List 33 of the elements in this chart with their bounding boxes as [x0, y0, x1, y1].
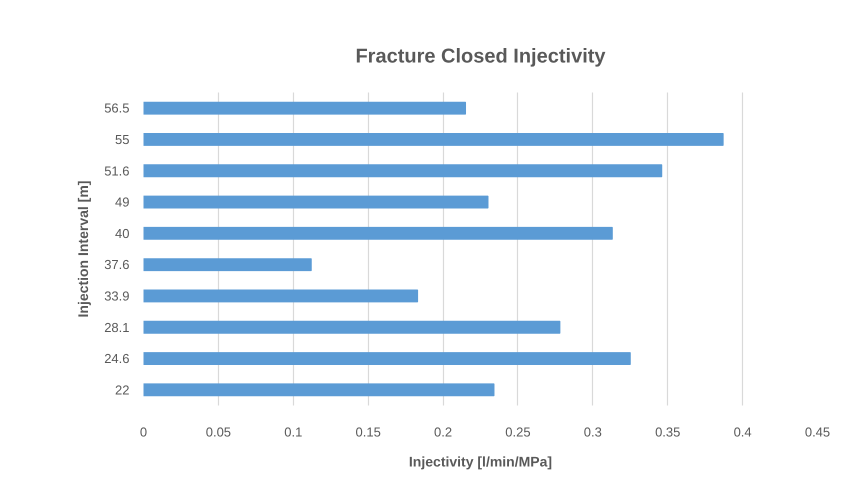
- bar: [144, 352, 631, 365]
- y-tick-label: 28.1: [104, 320, 130, 335]
- x-tick-label: 0.2: [434, 424, 452, 440]
- x-tick-label: 0: [140, 424, 148, 440]
- y-tick-label: 56.5: [104, 100, 130, 116]
- y-tick-label: 24.6: [104, 351, 130, 366]
- bar: [144, 196, 488, 208]
- y-tick-label: 40: [115, 226, 130, 241]
- y-tick-label: 22: [115, 382, 130, 398]
- x-tick-label: 0.35: [655, 424, 680, 440]
- x-tick-label: 0.3: [584, 424, 602, 440]
- y-tick-label: 37.6: [104, 257, 130, 272]
- x-tick-label: 0.15: [356, 424, 381, 440]
- bar: [144, 383, 494, 396]
- x-tick-label: 0.25: [505, 424, 531, 440]
- y-tick-label: 33.9: [104, 288, 130, 304]
- chart-title: Fracture Closed Injectivity: [355, 46, 606, 68]
- bar: [144, 320, 560, 334]
- x-tick-label: 0.05: [206, 424, 232, 440]
- x-axis-title: Injectivity [l/min/MPa]: [408, 454, 552, 470]
- bar: [144, 290, 418, 302]
- bar: [144, 226, 613, 240]
- y-tick-label: 55: [115, 132, 130, 147]
- y-axis-title: Injection Interval [m]: [75, 180, 92, 318]
- y-tick-label: 51.6: [104, 163, 130, 178]
- x-tick-label: 0.1: [284, 424, 302, 440]
- bar: [144, 164, 662, 178]
- x-tick-label: 0.4: [734, 424, 752, 440]
- y-tick-label: 49: [115, 194, 130, 210]
- x-tick-label: 0.45: [804, 424, 830, 440]
- bar: [144, 102, 466, 115]
- bar: [144, 133, 724, 146]
- bar: [144, 258, 312, 272]
